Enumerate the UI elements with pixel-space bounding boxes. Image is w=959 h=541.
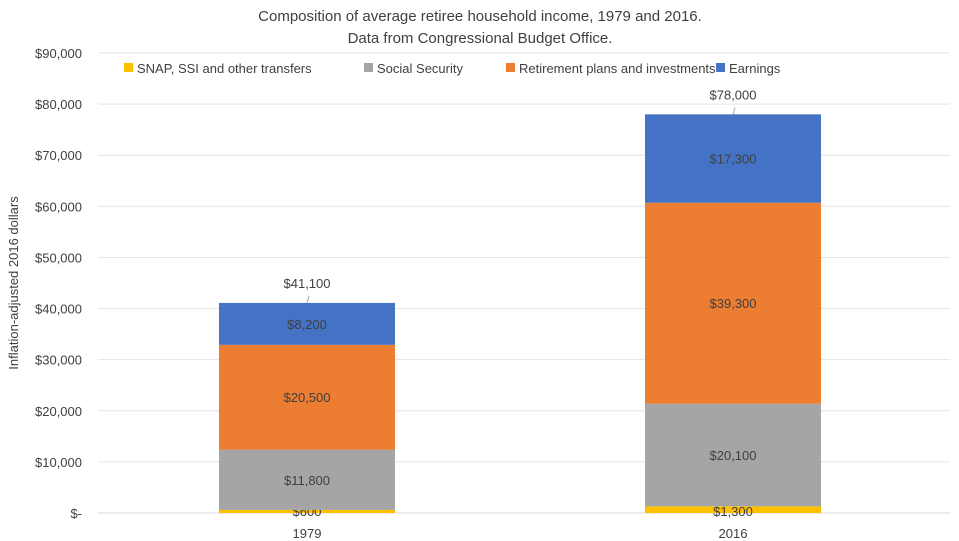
- bar-segment: [219, 449, 395, 510]
- data-label: $39,300: [710, 296, 757, 311]
- y-tick-label: $40,000: [35, 302, 82, 317]
- legend-item: Earnings: [716, 61, 781, 76]
- legend-label: Earnings: [729, 61, 781, 76]
- data-label: $17,300: [710, 152, 757, 167]
- legend-label: Social Security: [377, 61, 463, 76]
- bar-segment: [219, 344, 395, 450]
- y-axis-label: Inflation-adjusted 2016 dollars: [6, 196, 21, 370]
- bar-segment: [645, 506, 821, 513]
- legend-item: Social Security: [364, 61, 463, 76]
- legend-swatch: [506, 63, 515, 72]
- data-label: $20,500: [284, 390, 331, 405]
- total-leader-line: [306, 295, 310, 304]
- y-tick-label: $70,000: [35, 148, 82, 163]
- bar-segment: [645, 114, 821, 203]
- bar-segment: [219, 302, 395, 345]
- legend: SNAP, SSI and other transfers Social Secu…: [124, 61, 781, 76]
- total-label: $41,100: [284, 276, 331, 291]
- legend-label: SNAP, SSI and other transfers: [137, 61, 312, 76]
- data-label: $20,100: [710, 448, 757, 463]
- y-tick-label: $60,000: [35, 199, 82, 214]
- x-tick-label: 1979: [293, 526, 322, 541]
- y-tick-label: $-: [70, 506, 82, 521]
- data-label: $1,300: [713, 504, 753, 519]
- y-tick-label: $50,000: [35, 250, 82, 265]
- data-label: $11,800: [284, 473, 330, 488]
- legend-item: Retirement plans and investments: [506, 61, 716, 76]
- total-label: $78,000: [710, 87, 757, 102]
- y-axis-ticks: $- $10,000 $20,000 $30,000 $40,000 $50,000 $60…: [35, 46, 82, 521]
- total-leader-line: [732, 107, 736, 115]
- bar-segment: [645, 403, 821, 507]
- chart-subtitle: Data from Congressional Budget Office.: [348, 30, 613, 47]
- legend-label: Retirement plans and investments: [519, 61, 716, 76]
- y-tick-label: $90,000: [35, 46, 82, 61]
- x-axis-ticks: 1979 2016: [293, 526, 748, 541]
- x-tick-label: 2016: [719, 526, 748, 541]
- legend-swatch: [124, 63, 133, 72]
- legend-swatch: [716, 63, 725, 72]
- y-tick-label: $20,000: [35, 404, 82, 419]
- bar-segment: [645, 202, 821, 404]
- bar-segment: [219, 509, 395, 513]
- bars: $600$11,800$20,500$8,200$41,100$1,300$20…: [219, 87, 821, 519]
- legend-swatch: [364, 63, 373, 72]
- y-tick-label: $10,000: [35, 455, 82, 470]
- y-tick-label: $30,000: [35, 353, 82, 368]
- legend-item: SNAP, SSI and other transfers: [124, 61, 312, 76]
- y-tick-label: $80,000: [35, 97, 82, 112]
- data-label: $8,200: [287, 317, 327, 332]
- chart-title: Composition of average retiree household…: [258, 8, 702, 25]
